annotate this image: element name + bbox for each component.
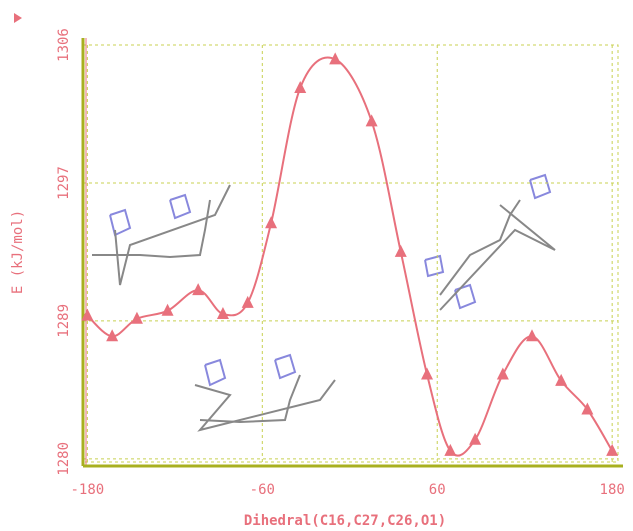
point-marker [606, 444, 618, 456]
point-marker [421, 367, 433, 379]
y-tick-label: 1306 [56, 28, 72, 62]
point-marker [294, 81, 306, 93]
corner-marker [14, 13, 22, 23]
x-tick-label: -60 [250, 482, 275, 498]
point-marker [526, 329, 538, 341]
point-marker [192, 283, 204, 295]
point-marker [395, 245, 407, 257]
y-tick-label: 1289 [56, 304, 72, 338]
point-marker [469, 433, 481, 445]
y-tick-label: 1280 [56, 442, 72, 476]
x-tick-label: -180 [71, 482, 105, 498]
point-marker [242, 296, 254, 308]
plot-frame [83, 45, 618, 462]
point-marker [444, 444, 456, 456]
x-tick-label: 60 [429, 482, 446, 498]
point-marker [162, 304, 174, 316]
point-marker [366, 114, 378, 126]
point-marker [217, 307, 229, 319]
x-axis-label: Dihedral(C16,C27,C26,O1) [244, 513, 446, 529]
molecule-images [92, 175, 555, 430]
y-axis-label: E (kJ/mol) [10, 210, 26, 294]
point-marker [265, 216, 277, 228]
chart: Dihedral(C16,C27,C26,O1) E (kJ/mol) 1280… [0, 0, 633, 531]
point-marker [497, 367, 509, 379]
x-tick-label: 180 [600, 482, 625, 498]
y-tick-label: 1297 [56, 166, 72, 200]
